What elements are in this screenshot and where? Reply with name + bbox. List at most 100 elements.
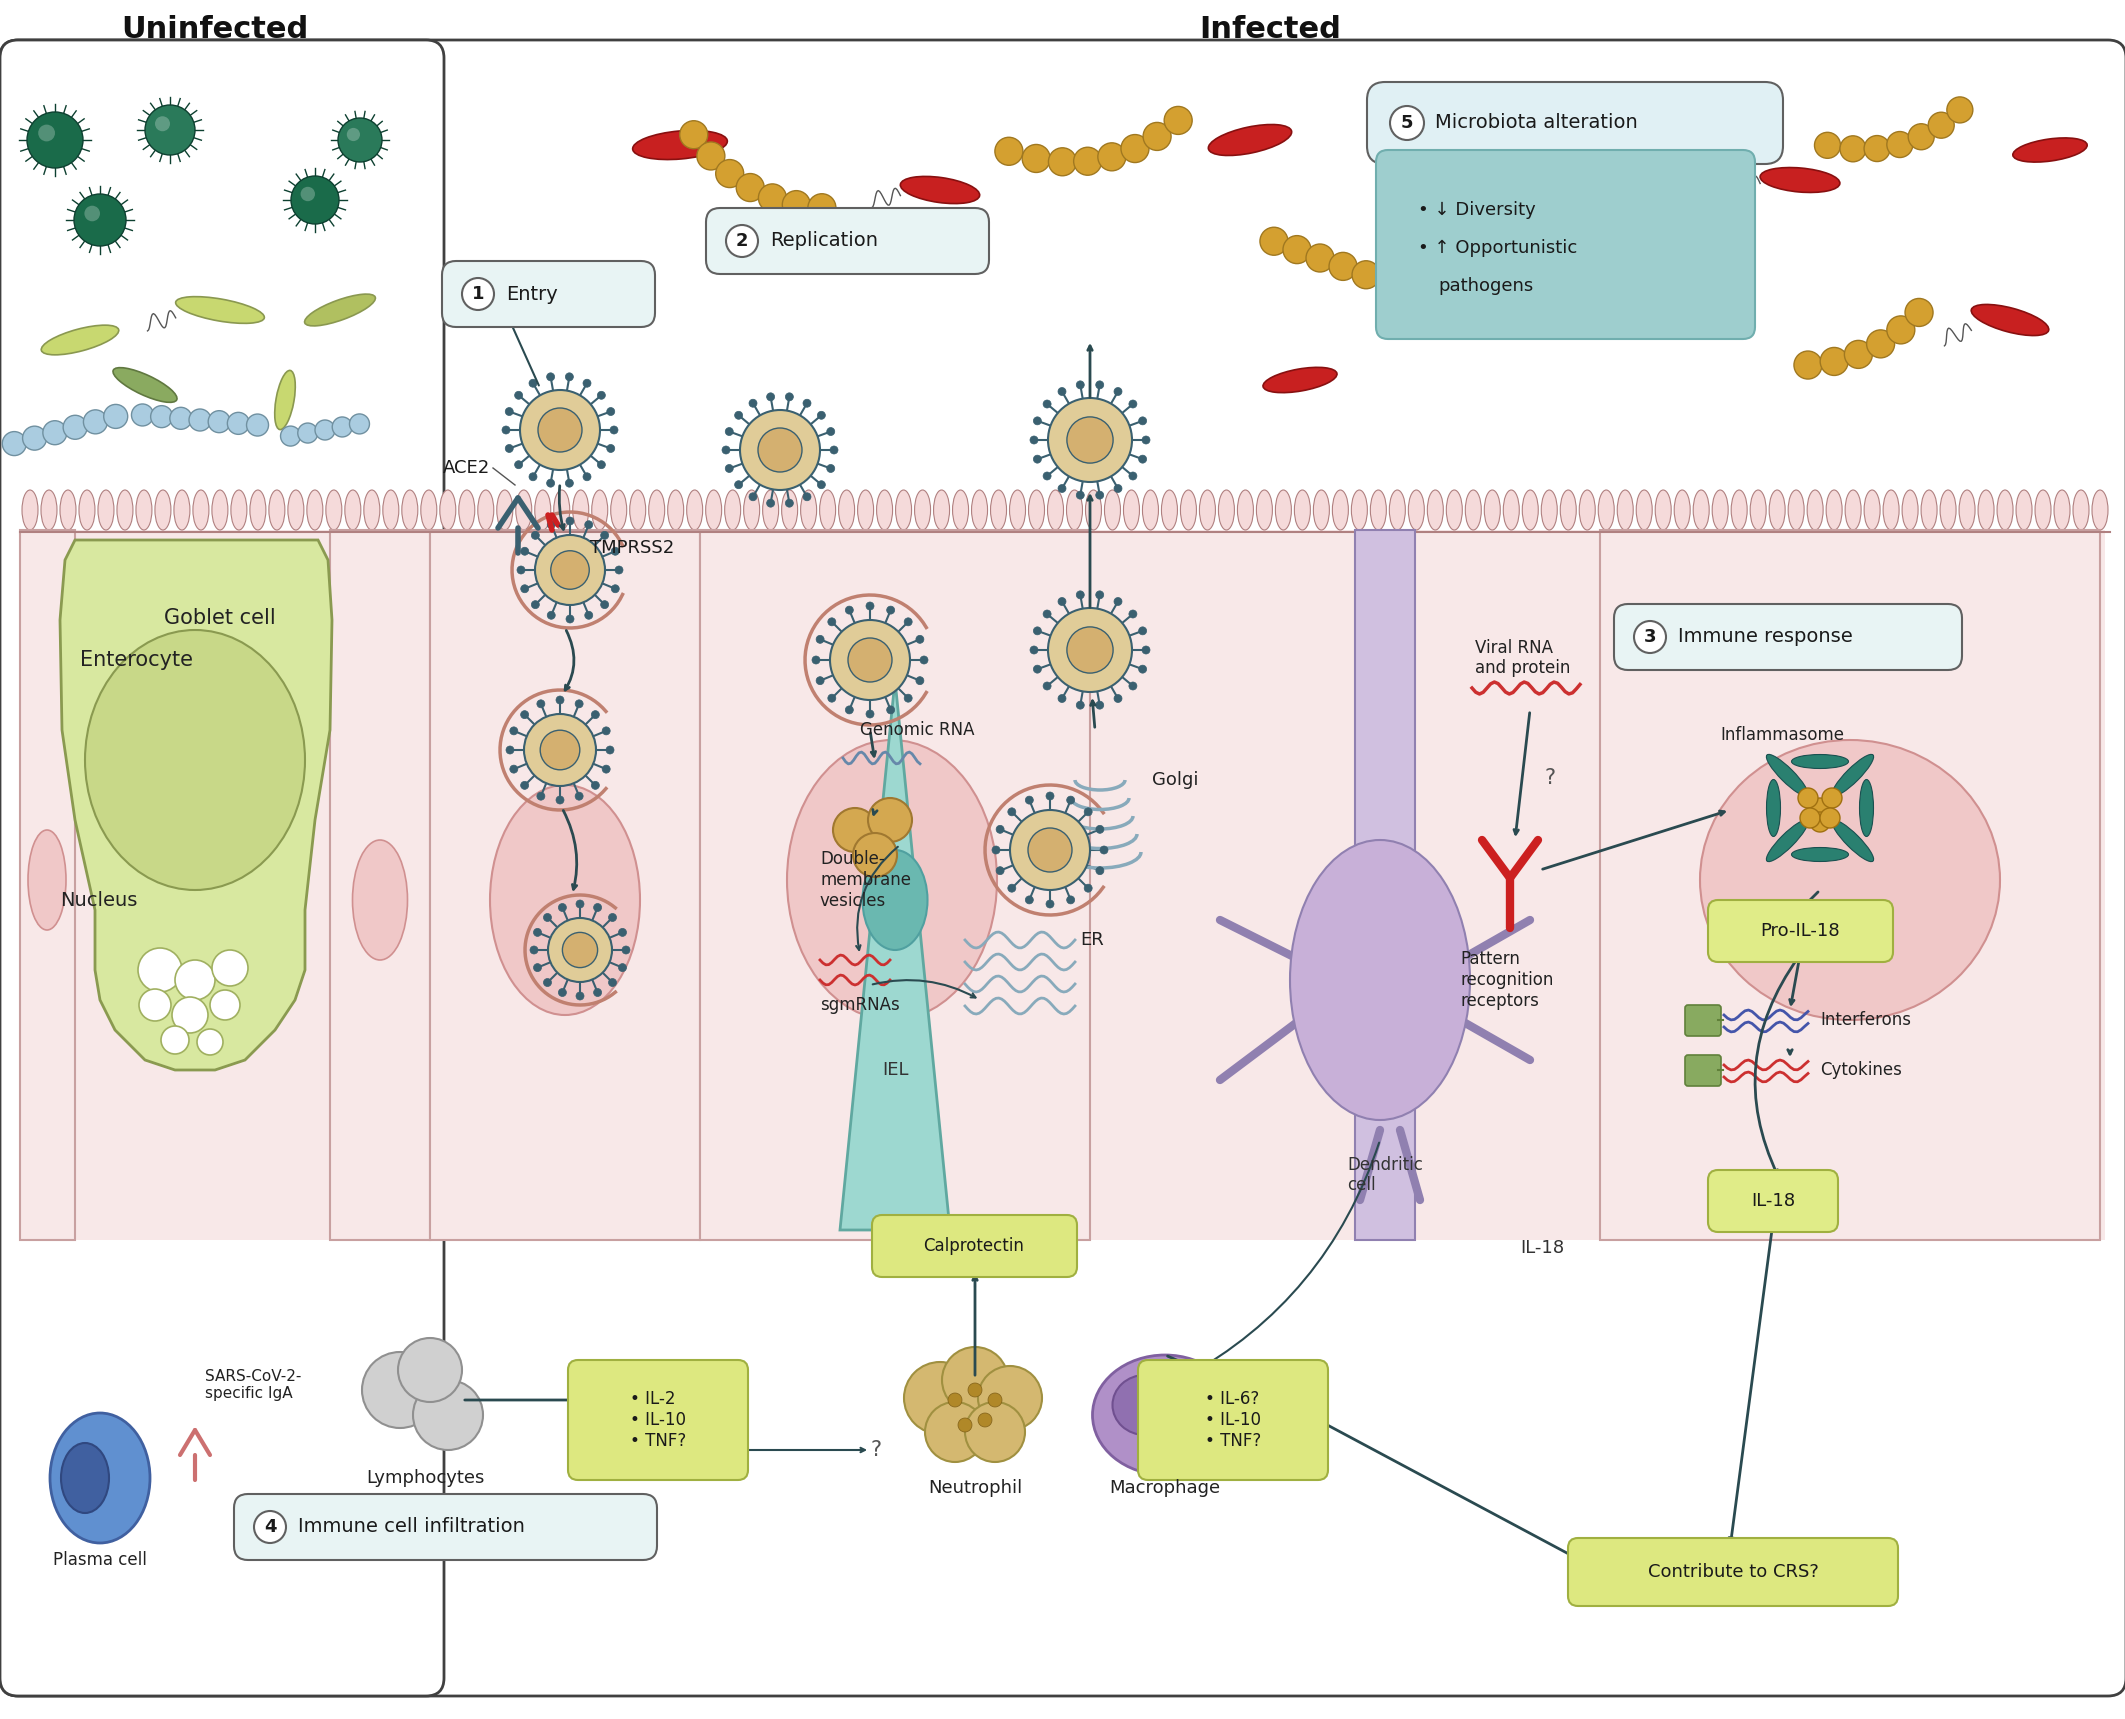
Circle shape [538,700,544,708]
Circle shape [64,416,87,440]
Ellipse shape [2055,490,2070,529]
Text: IEL: IEL [882,1061,907,1080]
Circle shape [735,174,765,201]
Text: Pro-IL-18: Pro-IL-18 [1760,921,1840,940]
Circle shape [886,707,895,713]
Circle shape [903,694,912,701]
Circle shape [548,612,555,619]
Ellipse shape [117,490,134,529]
Circle shape [1794,351,1821,378]
Circle shape [1114,694,1122,703]
Text: Dendritic
cell: Dendritic cell [1347,1155,1424,1195]
Ellipse shape [706,490,722,529]
Circle shape [716,160,744,187]
Circle shape [833,808,878,853]
Ellipse shape [21,490,38,529]
Circle shape [1887,316,1915,344]
Circle shape [514,392,523,399]
Ellipse shape [1791,755,1849,768]
Ellipse shape [1959,490,1974,529]
Circle shape [1096,591,1103,598]
Circle shape [1084,808,1092,817]
Circle shape [978,1413,992,1427]
Circle shape [601,765,610,774]
Ellipse shape [2017,490,2032,529]
Circle shape [727,225,759,258]
Circle shape [867,798,912,842]
Circle shape [1046,901,1054,908]
Ellipse shape [1998,490,2012,529]
Circle shape [1031,437,1037,444]
Circle shape [1067,418,1114,462]
Ellipse shape [1483,490,1500,529]
Circle shape [104,404,128,428]
FancyBboxPatch shape [871,1215,1077,1277]
Circle shape [965,1403,1024,1461]
FancyBboxPatch shape [234,1494,657,1561]
Ellipse shape [914,490,931,529]
Circle shape [536,535,606,605]
Text: Golgi: Golgi [1152,772,1198,789]
Text: SARS-CoV-2-
specific IgA: SARS-CoV-2- specific IgA [204,1368,302,1401]
Ellipse shape [1313,490,1330,529]
Ellipse shape [1751,490,1766,529]
Circle shape [514,461,523,469]
Circle shape [697,143,725,170]
Circle shape [1033,456,1041,462]
Ellipse shape [555,490,570,529]
Ellipse shape [1636,490,1653,529]
Ellipse shape [1791,847,1849,861]
Circle shape [1634,621,1666,653]
Circle shape [1128,682,1137,689]
Ellipse shape [274,370,295,430]
Polygon shape [19,529,74,1239]
FancyBboxPatch shape [442,261,654,327]
Ellipse shape [251,490,266,529]
Ellipse shape [1541,490,1558,529]
Ellipse shape [591,490,608,529]
Circle shape [1815,132,1840,158]
Circle shape [831,621,910,700]
Circle shape [988,1392,1003,1406]
Circle shape [550,550,589,590]
Ellipse shape [2012,138,2087,162]
Text: Immune cell infiltration: Immune cell infiltration [298,1518,525,1537]
Ellipse shape [1760,167,1840,193]
Circle shape [725,464,733,473]
Circle shape [172,997,208,1033]
Circle shape [997,866,1005,875]
Ellipse shape [610,490,627,529]
Circle shape [144,105,196,155]
Circle shape [1075,492,1084,499]
Ellipse shape [1694,490,1708,529]
Ellipse shape [491,786,640,1014]
Circle shape [886,607,895,614]
Circle shape [516,566,525,574]
Circle shape [608,445,614,452]
Circle shape [1043,610,1052,619]
Circle shape [601,600,608,609]
Circle shape [614,566,623,574]
Circle shape [748,399,756,407]
Ellipse shape [633,131,727,160]
Circle shape [546,480,555,486]
Circle shape [1866,330,1896,358]
Circle shape [198,1030,223,1055]
Circle shape [831,445,837,454]
Ellipse shape [440,490,455,529]
Circle shape [531,531,540,540]
Ellipse shape [1218,490,1235,529]
Circle shape [576,700,582,708]
Ellipse shape [858,490,873,529]
Circle shape [540,731,580,770]
Ellipse shape [79,490,96,529]
Circle shape [735,481,742,488]
FancyBboxPatch shape [706,208,988,273]
Circle shape [1096,382,1103,388]
Ellipse shape [686,490,703,529]
Ellipse shape [174,490,189,529]
Ellipse shape [952,490,969,529]
Ellipse shape [1522,490,1538,529]
Circle shape [1390,107,1424,139]
Circle shape [846,607,854,614]
